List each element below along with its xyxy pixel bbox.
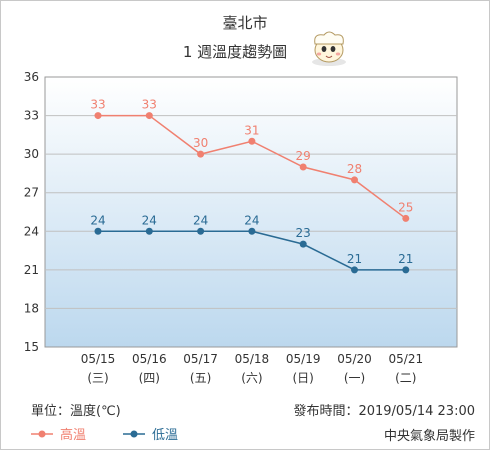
data-point-low <box>402 266 410 274</box>
x-tick-label: 05/20 <box>337 352 372 366</box>
city-title: 臺北市 <box>222 14 267 32</box>
data-label-low: 24 <box>193 213 208 227</box>
legend-label-low: 低溫 <box>152 428 178 443</box>
chart-subtitle: 1 週溫度趨勢圖 <box>183 43 287 61</box>
x-tick-weekday: (一) <box>344 371 365 385</box>
y-tick-label: 18 <box>24 301 39 315</box>
x-tick-weekday: (二) <box>395 371 416 385</box>
plot-area <box>44 76 458 348</box>
data-label-high: 29 <box>296 149 311 163</box>
legend: 高溫 低溫 <box>31 427 178 443</box>
data-point-high <box>351 176 358 184</box>
data-label-high: 28 <box>347 162 362 176</box>
unit-label: 單位：溫度(℃) <box>31 403 121 419</box>
x-tick-weekday: (六) <box>241 371 262 385</box>
data-point-low <box>351 266 358 274</box>
data-point-high <box>145 112 153 120</box>
data-point-low <box>299 240 307 248</box>
y-tick-label: 21 <box>24 263 39 277</box>
x-tick-label: 05/18 <box>235 352 270 366</box>
x-axis: 05/15 (三) 05/16 (四) 05/17 (五) 05/18 (六) 05/19 (日)… <box>81 352 423 385</box>
x-tick-label: 05/17 <box>183 352 218 366</box>
data-label-low: 21 <box>347 252 362 266</box>
y-tick-label: 33 <box>24 109 39 123</box>
legend-label-high: 高溫 <box>60 427 86 443</box>
publish-time: 發布時間：2019/05/14 23:00 <box>293 404 475 419</box>
data-label-high: 31 <box>244 123 259 137</box>
data-label-high: 25 <box>398 200 413 214</box>
x-tick-label: 05/19 <box>286 352 321 366</box>
data-point-low <box>94 227 102 235</box>
data-point-low <box>145 227 153 235</box>
y-axis: 15 18 21 24 27 30 33 36 <box>24 70 39 354</box>
y-tick-label: 15 <box>24 340 39 354</box>
y-tick-label: 24 <box>24 224 39 238</box>
data-point-low <box>248 227 256 235</box>
data-label-low: 24 <box>90 213 105 227</box>
legend-marker-low <box>130 430 138 438</box>
data-label-low: 21 <box>398 252 413 266</box>
weather-mascot-icon <box>312 31 346 66</box>
data-label-high: 33 <box>90 98 105 112</box>
legend-marker-high <box>38 430 46 438</box>
x-tick-weekday: (五) <box>190 371 211 385</box>
y-tick-label: 36 <box>24 70 39 84</box>
x-tick-label: 05/15 <box>81 352 116 366</box>
x-tick-weekday: (三) <box>87 371 108 385</box>
y-tick-label: 30 <box>24 147 39 161</box>
data-label-low: 24 <box>142 213 157 227</box>
data-point-high <box>197 150 205 158</box>
x-tick-label: 05/16 <box>132 352 167 366</box>
data-label-low: 23 <box>296 226 311 240</box>
series-layer: 33 33 30 31 29 28 25 24 24 24 24 23 21 21 <box>90 98 413 274</box>
data-label-high: 30 <box>193 136 208 150</box>
data-point-low <box>197 227 205 235</box>
data-point-high <box>299 163 307 171</box>
x-tick-weekday: (四) <box>139 371 160 385</box>
x-tick-label: 05/21 <box>389 352 424 366</box>
source-label: 中央氣象局製作 <box>384 429 475 444</box>
data-label-high: 33 <box>142 98 157 112</box>
data-point-high <box>402 214 410 222</box>
x-tick-weekday: (日) <box>293 371 314 385</box>
data-label-low: 24 <box>244 213 259 227</box>
y-tick-label: 27 <box>24 186 39 200</box>
data-point-high <box>94 112 102 120</box>
data-point-high <box>248 137 256 145</box>
